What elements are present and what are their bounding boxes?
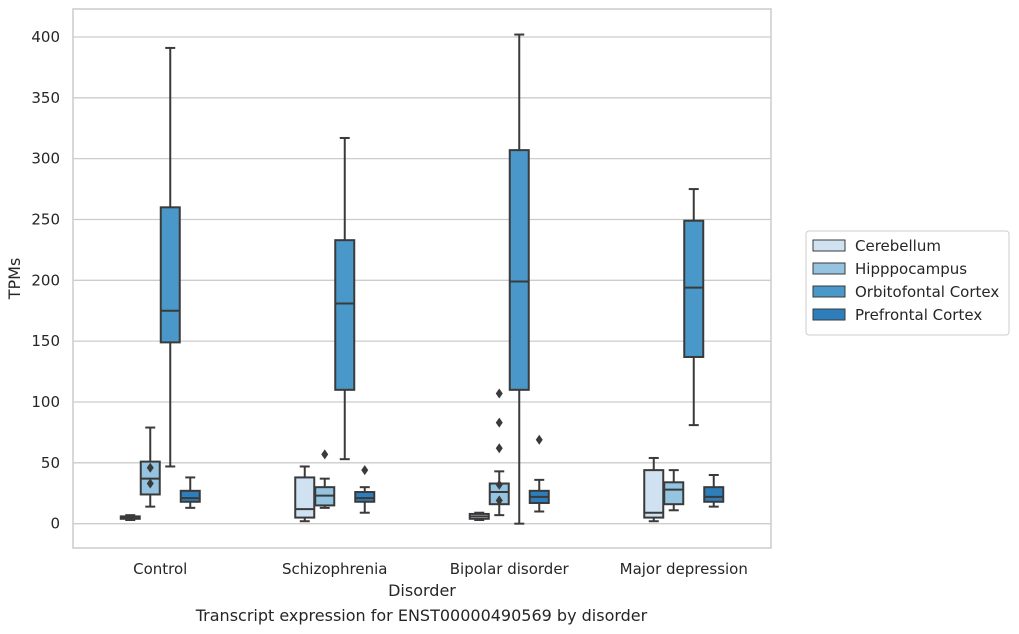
- outlier-point: [146, 462, 154, 473]
- y-tick-label: 200: [31, 271, 60, 289]
- outlier-point: [495, 495, 503, 506]
- box-iqr: [294, 476, 316, 519]
- y-tick-label: 250: [31, 210, 60, 228]
- box-orbitofontal-cortex: [334, 136, 356, 461]
- box-orbitofontal-cortex: [683, 188, 705, 427]
- y-tick-label: 0: [50, 515, 60, 533]
- box-iqr: [683, 219, 705, 358]
- box-cerebellum: [643, 456, 665, 523]
- y-tick-label: 100: [31, 393, 60, 411]
- box-iqr: [159, 206, 181, 344]
- outlier-point: [495, 388, 503, 399]
- legend-frame: [805, 230, 1010, 336]
- outlier-point: [321, 449, 329, 460]
- box-iqr: [703, 486, 725, 503]
- y-tick-label: 300: [31, 150, 60, 168]
- box-iqr: [334, 239, 356, 391]
- legend: Cerebellum Hipppocampus Orbitofontal Corte…: [805, 230, 1010, 336]
- y-tick-label: 50: [41, 454, 60, 472]
- box-cerebellum: [119, 514, 141, 522]
- gridlines: [73, 36, 771, 525]
- x-tick-label: Control: [133, 560, 187, 578]
- legend-label: Orbitofontal Cortex: [855, 283, 999, 301]
- box-prefrontal-cortex: [354, 465, 376, 514]
- outlier-point: [361, 465, 369, 476]
- box-orbitofontal-cortex: [159, 46, 181, 468]
- box-hipppocampus: [663, 469, 685, 512]
- plot-marks: [119, 33, 725, 525]
- legend-label: Hipppocampus: [855, 260, 967, 278]
- box-orbitofontal-cortex: [508, 33, 530, 525]
- box-iqr: [354, 491, 376, 503]
- box-prefrontal-cortex: [179, 476, 201, 509]
- legend-swatch: [812, 239, 846, 252]
- x-tick-label: Major depression: [620, 560, 748, 578]
- outlier-point: [146, 478, 154, 489]
- legend-swatch: [812, 285, 846, 298]
- box-iqr: [643, 469, 665, 519]
- box-cerebellum: [294, 465, 316, 523]
- x-tick-label: Schizophrenia: [282, 560, 387, 578]
- x-tick-label: Bipolar disorder: [450, 560, 570, 578]
- y-axis-ticks: 0 50 100 150 200 250 300 350 400: [31, 28, 60, 533]
- outlier-point: [495, 479, 503, 490]
- y-tick-label: 400: [31, 28, 60, 46]
- legend-label: Prefrontal Cortex: [855, 306, 982, 324]
- legend-swatch: [812, 308, 846, 321]
- outlier-point: [535, 434, 543, 445]
- legend-swatch: [812, 262, 846, 275]
- box-prefrontal-cortex: [703, 473, 725, 508]
- box-iqr: [508, 149, 530, 391]
- y-tick-label: 350: [31, 89, 60, 107]
- x-axis-ticks: Control Schizophrenia Bipolar disorder Majo…: [133, 560, 748, 578]
- outlier-point: [495, 417, 503, 428]
- box-hipppocampus: [139, 426, 161, 508]
- y-tick-label: 150: [31, 332, 60, 350]
- plot-frame: [72, 8, 772, 549]
- box-hipppocampus: [314, 449, 336, 509]
- box-prefrontal-cortex: [528, 434, 550, 513]
- x-axis-label: Disorder: [388, 581, 456, 600]
- legend-label: Cerebellum: [855, 237, 941, 255]
- box-iqr: [663, 481, 685, 506]
- y-axis-label: TPMs: [5, 258, 24, 301]
- box-cerebellum: [468, 511, 490, 522]
- chart-caption: Transcript expression for ENST0000049056…: [195, 606, 648, 625]
- outlier-point: [495, 443, 503, 454]
- box-hipppocampus: [488, 388, 510, 517]
- box-iqr: [179, 489, 201, 503]
